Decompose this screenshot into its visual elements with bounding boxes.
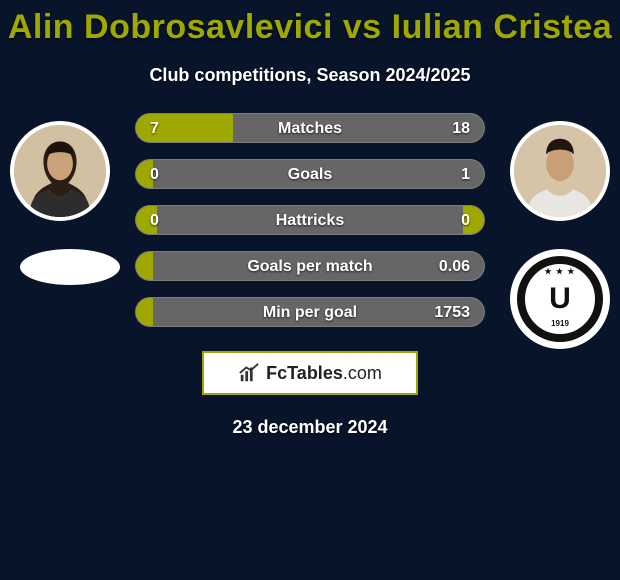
stat-label: Hattricks [136,206,484,235]
club-left-logo [20,249,120,285]
branding-box: FcTables.com [202,351,418,395]
stat-label: Goals per match [136,252,484,281]
stat-value-right: 18 [452,114,470,143]
stat-value-left: 7 [150,114,159,143]
player-silhouette-icon [14,125,106,217]
club-right-logo: ★ ★ ★ U 1919 [510,249,610,349]
stat-value-right: 0 [461,206,470,235]
club-stars-icon: ★ ★ ★ [545,267,576,276]
stat-value-left: 0 [150,206,159,235]
stat-bar: Hattricks0 0 [135,205,485,235]
stat-value-right: 1 [461,160,470,189]
club-right-year: 1919 [551,319,569,328]
season-subtitle: Club competitions, Season 2024/2025 [0,65,620,86]
player-silhouette-icon [514,125,606,217]
stat-value-right: 0.06 [439,252,470,281]
stat-label: Min per goal [136,298,484,327]
stat-value-left: 0 [150,160,159,189]
stat-bar: Min per goal1753 [135,297,485,327]
stat-label: Matches [136,114,484,143]
comparison-content: ★ ★ ★ U 1919 Matches718Goals01Hattricks0… [0,121,620,351]
comparison-title: Alin Dobrosavlevici vs Iulian Cristea [0,0,620,47]
chart-icon [238,362,260,384]
stat-bar: Matches7 18 [135,113,485,143]
branding-label: FcTables.com [266,363,382,384]
stat-bar: Goals per match0.06 [135,251,485,281]
snapshot-date: 23 december 2024 [0,417,620,438]
stat-bar: Goals0 1 [135,159,485,189]
stat-value-right: 1753 [434,298,470,327]
club-right-letter: U [549,282,571,316]
player-left-avatar [10,121,110,221]
stat-bars: Matches718Goals01Hattricks00Goals per ma… [135,113,485,343]
player-right-avatar [510,121,610,221]
stat-label: Goals [136,160,484,189]
club-right-badge: ★ ★ ★ U 1919 [517,256,603,342]
